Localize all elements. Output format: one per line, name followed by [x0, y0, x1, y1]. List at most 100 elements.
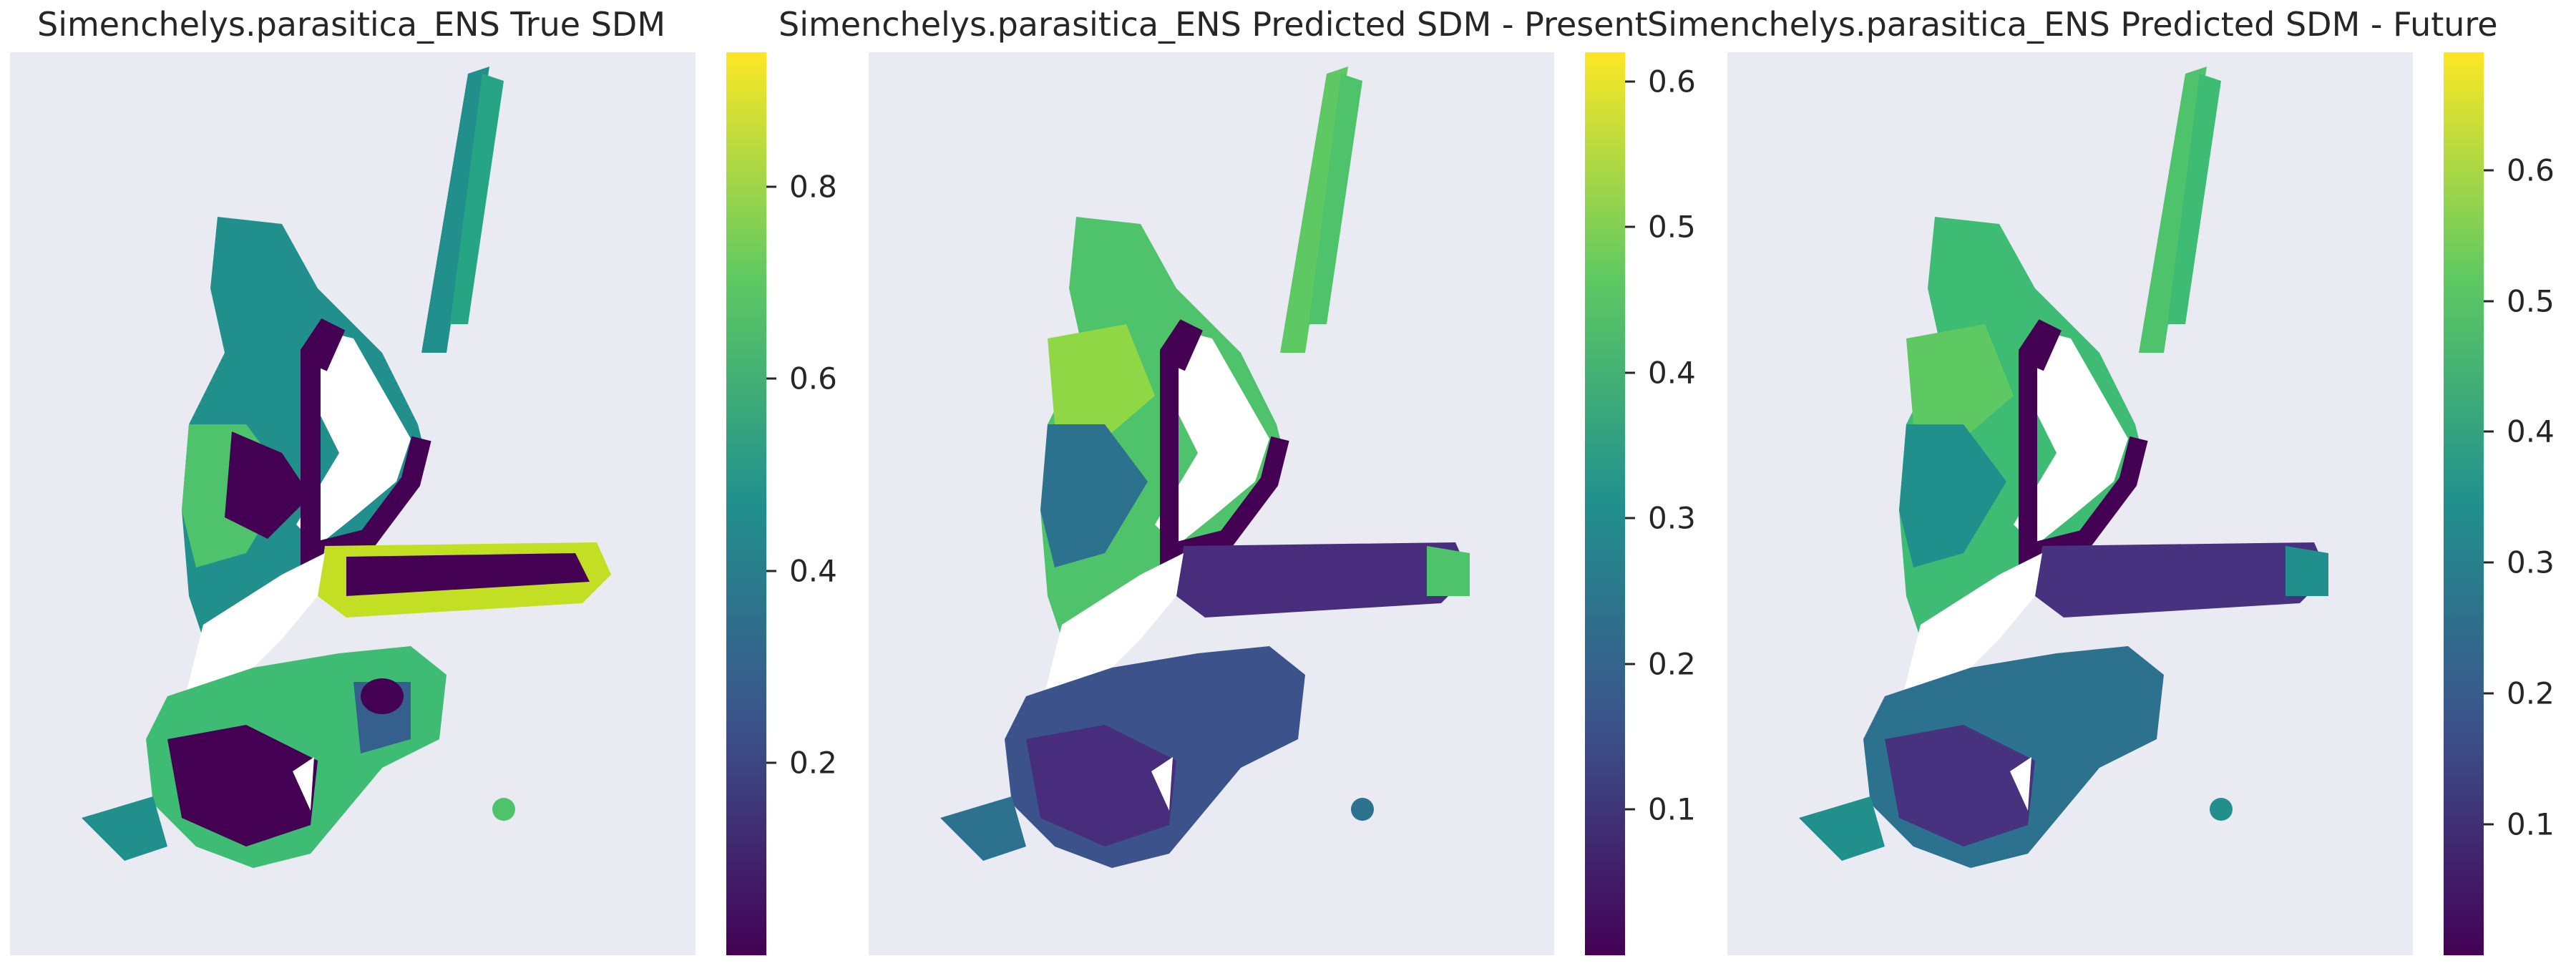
colorbar-tick-label: 0.1: [2507, 806, 2555, 842]
colorbar-tick-mark: [2484, 692, 2494, 695]
distribution-map: [82, 67, 611, 868]
colorbar-tick: 0.2: [2484, 676, 2555, 711]
colorbar-tick: 0.5: [2484, 283, 2555, 318]
colorbar-tick-label: 0.6: [1648, 64, 1696, 99]
panel-title: Simenchelys.parasitica_ENS True SDM: [37, 5, 666, 44]
colorbar-tick-mark: [2484, 823, 2494, 826]
panel-title: Simenchelys.parasitica_ENS Predicted SDM…: [1647, 5, 2498, 44]
colorbar-tick: 0.3: [1625, 501, 1696, 536]
land-north-island: [2014, 331, 2128, 546]
colorbar-tick: 0.1: [1625, 792, 1696, 827]
colorbar-tick: 0.2: [766, 746, 837, 781]
colorbar-tick: 0.6: [766, 361, 837, 396]
plateau-hole: [361, 678, 404, 714]
colorbar-tick-label: 0.2: [789, 745, 837, 781]
chatham-rise: [2035, 542, 2328, 618]
colorbar-gradient: [2444, 52, 2484, 955]
colorbar-tick-mark: [2484, 561, 2494, 564]
colorbar-tick-label: 0.6: [789, 361, 837, 396]
colorbar-gradient: [726, 52, 766, 955]
colorbar-tick-mark: [1625, 517, 1635, 519]
colorbar-tick: 0.6: [1625, 64, 1696, 99]
land-south-island: [182, 553, 325, 718]
outer-shelf: [940, 796, 1026, 861]
map-area: [10, 52, 696, 955]
chatham-rise: [1176, 542, 1470, 618]
colorbar-tick-label: 0.5: [1648, 209, 1696, 245]
distribution-map: [1799, 67, 2328, 868]
land-north-island: [1155, 331, 1269, 546]
colorbar: 0.1 0.2 0.3 0.4 0.5 0.6: [2444, 52, 2555, 955]
coast-deep: [301, 318, 431, 566]
colorbar-tick-mark: [2484, 300, 2494, 302]
colorbar-tick: 0.6: [2484, 152, 2555, 187]
shelf-high: [1048, 324, 1155, 439]
colorbar-tick-mark: [766, 570, 776, 572]
isolated-island: [2210, 798, 2233, 821]
shelf-west: [1899, 424, 2006, 567]
colorbar-tick-mark: [766, 185, 776, 188]
colorbar-tick-label: 0.3: [2507, 545, 2555, 580]
offshore-strip: [2139, 67, 2207, 353]
colorbar-tick-label: 0.1: [1648, 791, 1696, 827]
colorbar: 0.1 0.2 0.3 0.4 0.5 0.6: [1585, 52, 1696, 955]
colorbar-gradient: [1585, 52, 1625, 955]
offshore-strip: [421, 67, 489, 353]
map-area: [1727, 52, 2413, 955]
land-campbell: [1151, 757, 1173, 811]
plateau-deep: [167, 725, 318, 847]
colorbar-tick-label: 0.4: [789, 553, 837, 589]
colorbar-tick-label: 0.6: [2507, 152, 2555, 188]
chatham-rise-core: [346, 553, 590, 596]
colorbar-tick-mark: [1625, 371, 1635, 374]
outer-shelf: [82, 796, 167, 861]
chatham-east: [2285, 546, 2328, 596]
colorbar-tick-mark: [1625, 225, 1635, 228]
colorbar-tick: 0.4: [766, 553, 837, 588]
land-south-island: [1899, 553, 2042, 718]
isolated-island: [492, 798, 515, 821]
colorbar-tick-label: 0.4: [2507, 414, 2555, 449]
colorbar-tick-mark: [2484, 169, 2494, 172]
coast-deep: [2019, 319, 2148, 565]
colorbar-tick: 0.4: [1625, 355, 1696, 390]
colorbar-tick-label: 0.2: [1648, 646, 1696, 682]
chatham-east: [1427, 546, 1470, 596]
colorbar: 0.2 0.4 0.6 0.8: [726, 52, 837, 955]
land-south-island: [1040, 553, 1184, 718]
offshore-strip: [450, 74, 504, 324]
colorbar-tick-mark: [1625, 808, 1635, 811]
land-campbell: [2010, 757, 2031, 811]
colorbar-tick-label: 0.3: [1648, 500, 1696, 536]
plateau-deep: [1885, 725, 2035, 847]
colorbar-tick-mark: [766, 377, 776, 380]
colorbar-tick: 0.1: [2484, 807, 2555, 842]
colorbar-tick: 0.2: [1625, 646, 1696, 681]
plateau-deep: [1026, 725, 1176, 847]
colorbar-tick-mark: [2484, 430, 2494, 433]
land-campbell: [293, 757, 314, 811]
colorbar-tick: 0.4: [2484, 414, 2555, 449]
colorbar-tick-label: 0.5: [2507, 283, 2555, 318]
colorbar-tick: 0.5: [1625, 210, 1696, 245]
offshore-strip: [2167, 74, 2221, 324]
map-area: [869, 52, 1554, 955]
offshore-strip: [1309, 74, 1362, 324]
colorbar-tick-mark: [1625, 80, 1635, 83]
colorbar-tick-label: 0.8: [789, 169, 837, 205]
colorbar-tick-mark: [766, 761, 776, 764]
shelf-west: [1040, 424, 1148, 567]
colorbar-tick: 0.8: [766, 169, 837, 204]
colorbar-tick-label: 0.4: [1648, 355, 1696, 391]
colorbar-tick-mark: [1625, 663, 1635, 665]
colorbar-tick: 0.3: [2484, 545, 2555, 580]
outer-shelf: [1799, 796, 1885, 861]
isolated-island: [1351, 798, 1374, 821]
distribution-map: [940, 67, 1470, 868]
shelf-high: [1906, 324, 2014, 439]
coast-deep: [1160, 319, 1289, 565]
shelf-deep: [225, 431, 311, 539]
colorbar-tick-label: 0.2: [2507, 675, 2555, 711]
land-north-island: [296, 331, 411, 546]
